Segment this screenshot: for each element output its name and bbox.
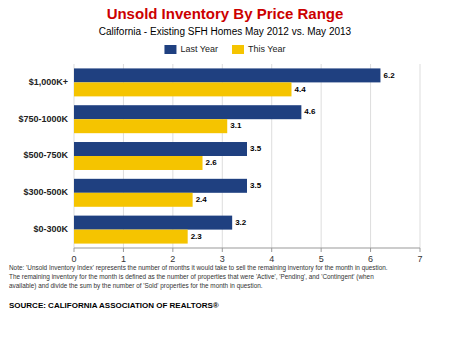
legend-swatch bbox=[164, 45, 176, 54]
legend: Last Year This Year bbox=[164, 44, 285, 54]
bar bbox=[74, 216, 232, 230]
tick-label: 4 bbox=[269, 254, 274, 264]
bar bbox=[74, 179, 247, 193]
category-label: $300-500K bbox=[23, 187, 68, 197]
data-label: 2.4 bbox=[196, 195, 208, 204]
grid bbox=[74, 64, 420, 248]
data-label: 3.2 bbox=[235, 218, 247, 227]
title: Unsold Inventory By Price Range bbox=[107, 5, 344, 22]
data-label: 2.6 bbox=[206, 158, 218, 167]
grid-line bbox=[321, 64, 322, 248]
tick-label: 7 bbox=[417, 254, 422, 264]
data-label: 3.5 bbox=[250, 144, 262, 153]
bar bbox=[74, 193, 193, 207]
bar bbox=[74, 230, 188, 244]
source: SOURCE: CALIFORNIA ASSOCIATION OF REALTO… bbox=[9, 301, 219, 310]
data-label: 2.3 bbox=[191, 232, 203, 241]
note: The remaining inventory for the month is… bbox=[9, 273, 374, 281]
grid-line bbox=[370, 64, 371, 248]
tick-label: 5 bbox=[319, 254, 324, 264]
note: available) and divide the sum by the num… bbox=[9, 282, 263, 290]
note: Note: 'Unsold Inventory Index' represent… bbox=[9, 264, 388, 272]
bar bbox=[74, 119, 227, 133]
subtitle: California - Existing SFH Homes May 2012… bbox=[99, 26, 352, 37]
bar bbox=[74, 142, 247, 156]
tick-label: 6 bbox=[368, 254, 373, 264]
tick-label: 0 bbox=[71, 254, 76, 264]
data-label: 3.5 bbox=[250, 181, 262, 190]
data-label: 4.6 bbox=[304, 107, 316, 116]
tick-label: 2 bbox=[170, 254, 175, 264]
bar bbox=[74, 105, 301, 119]
tick-mark bbox=[370, 248, 371, 252]
tick-mark bbox=[123, 248, 124, 252]
tick-mark bbox=[74, 248, 75, 252]
data-label: 3.1 bbox=[230, 121, 242, 130]
grid-line bbox=[420, 64, 421, 248]
legend-item: Last Year bbox=[164, 44, 218, 54]
tick-mark bbox=[222, 248, 223, 252]
tick-label: 1 bbox=[121, 254, 126, 264]
bar bbox=[74, 156, 203, 170]
chart: Unsold Inventory By Price Range Californi… bbox=[0, 0, 450, 338]
x-axis bbox=[74, 248, 420, 249]
tick-label: 3 bbox=[220, 254, 225, 264]
category-label: $750-1000K bbox=[18, 114, 68, 124]
tick-mark bbox=[321, 248, 322, 252]
tick-mark bbox=[172, 248, 173, 252]
legend-label: Last Year bbox=[180, 44, 218, 54]
bars bbox=[74, 68, 380, 243]
bar bbox=[74, 82, 291, 96]
legend-swatch bbox=[232, 45, 244, 54]
category-label: $0-300K bbox=[33, 224, 68, 234]
tick-mark bbox=[420, 248, 421, 252]
category-label: $500-750K bbox=[23, 150, 68, 160]
legend-item: This Year bbox=[232, 44, 286, 54]
data-label: 6.2 bbox=[383, 71, 395, 80]
category-label: $1,000K+ bbox=[29, 77, 68, 87]
tick-mark bbox=[271, 248, 272, 252]
legend-label: This Year bbox=[248, 44, 286, 54]
data-label: 4.4 bbox=[294, 85, 306, 94]
background bbox=[0, 0, 450, 338]
data-labels: 3.2 3.5 3.5 4.6 6.2 2.3 2.4 2.6 3.1 4.4 bbox=[191, 71, 395, 241]
bar bbox=[74, 68, 380, 82]
